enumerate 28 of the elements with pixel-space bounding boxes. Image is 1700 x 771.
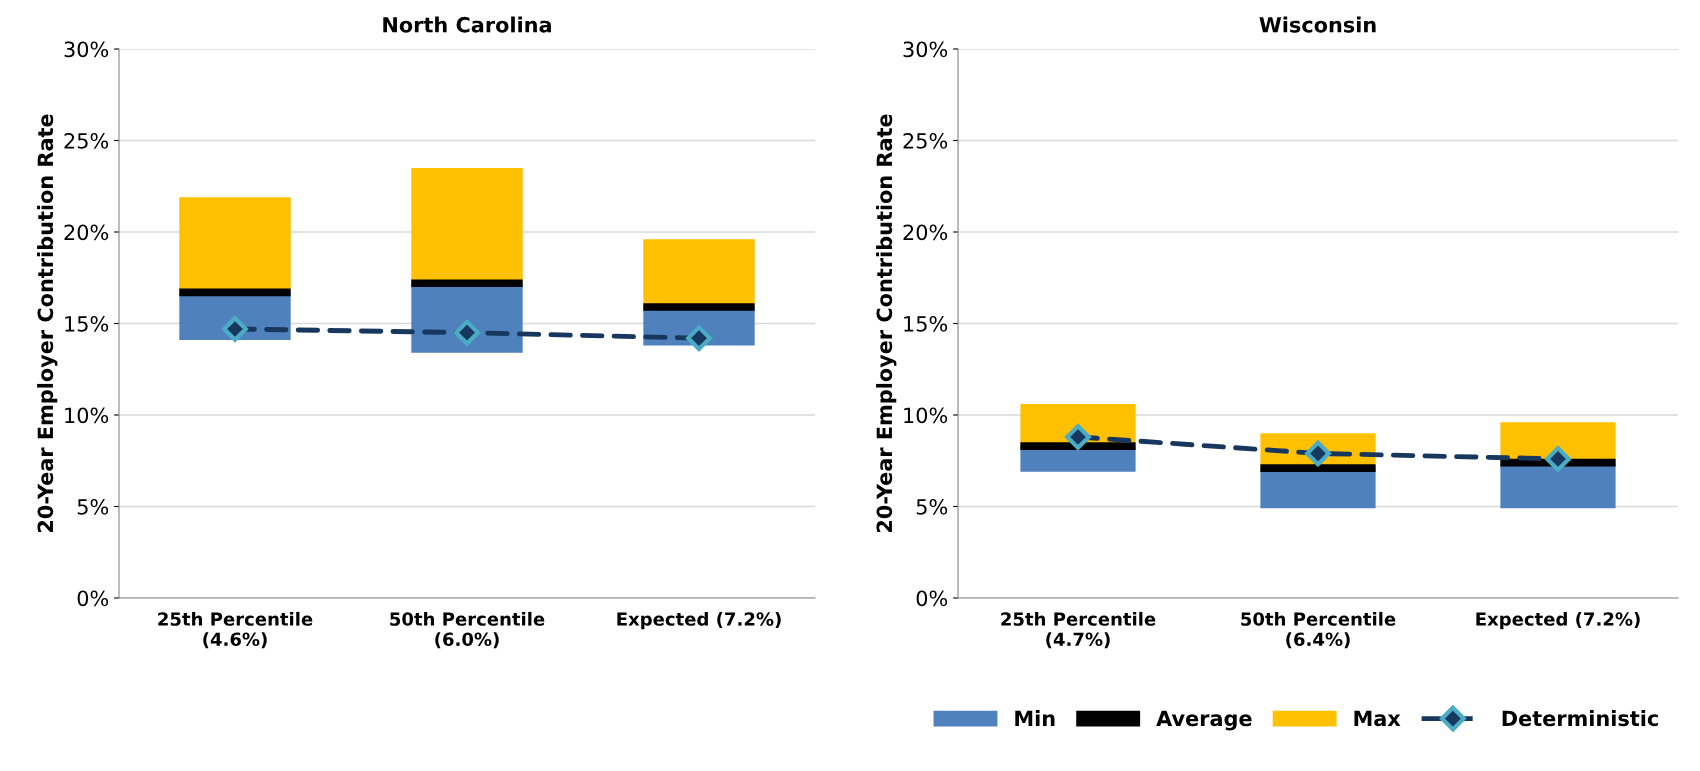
x-tick-label: 50th Percentile (6.4%): [1241, 611, 1396, 649]
chart-title: North Carolina: [383, 16, 551, 33]
x-tick-label: 25th Percentile (4.7%): [1001, 611, 1156, 649]
y-tick-label: 5%: [916, 498, 948, 515]
y-tick-label: 15%: [65, 315, 109, 332]
x-tick-label: Expected (7.2%): [1476, 611, 1640, 630]
y-tick-label: 0%: [77, 590, 109, 607]
y-tick-label: 30%: [64, 41, 109, 58]
y-tick-label: 5%: [77, 498, 109, 515]
y-axis-title: 20-Year Employer Contribution Rate: [876, 114, 897, 532]
y-tick-label: 10%: [904, 407, 948, 424]
legend-label: Deterministic: [1502, 710, 1658, 727]
chart-title: Wisconsin: [1259, 16, 1376, 33]
y-tick-label: 20%: [64, 224, 109, 241]
y-tick-label: 20%: [903, 224, 948, 241]
y-tick-label: 25%: [64, 132, 109, 149]
legend-label: Average: [1156, 710, 1252, 731]
y-tick-label: 15%: [904, 315, 948, 332]
x-tick-label: 50th Percentile (6.0%): [390, 611, 545, 649]
y-tick-label: 30%: [903, 41, 948, 58]
y-tick-label: 10%: [65, 407, 109, 424]
x-tick-label: Expected (7.2%): [617, 611, 781, 630]
y-tick-label: 0%: [916, 590, 948, 607]
legend-label: Max: [1354, 710, 1401, 727]
x-tick-label: 25th Percentile (4.6%): [158, 611, 313, 649]
legend-label: Min: [1015, 710, 1055, 726]
y-axis-title: 20-Year Employer Contribution Rate: [37, 114, 58, 532]
y-tick-label: 25%: [903, 132, 948, 149]
